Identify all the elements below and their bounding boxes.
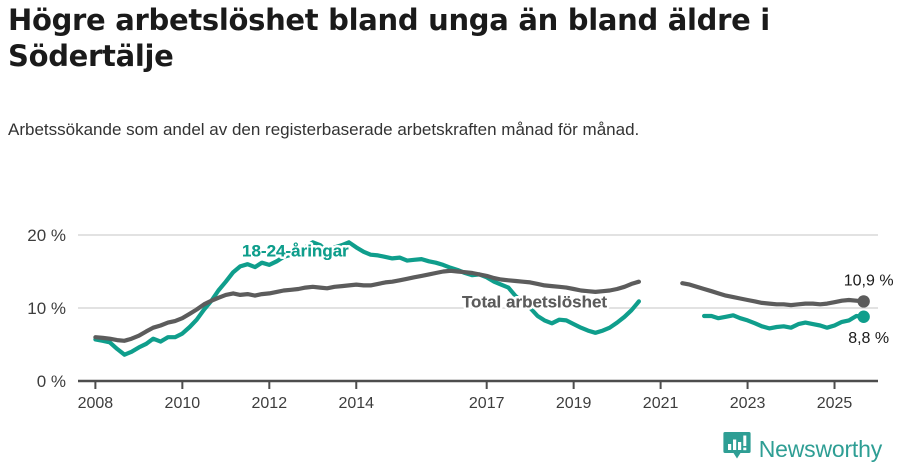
x-tick-label: 2014 <box>338 395 374 412</box>
y-tick-label: 10 % <box>27 299 66 318</box>
newsworthy-logo[interactable]: Newsworthy <box>723 431 882 468</box>
series-lines <box>93 240 866 357</box>
x-tick-label: 2008 <box>78 395 114 412</box>
y-tick-label: 20 % <box>27 226 66 245</box>
series-value-label: 10,9 % <box>844 272 894 289</box>
y-tick-label: 0 % <box>37 372 66 391</box>
series-endpoint-dot <box>857 310 870 323</box>
series-label: 18-24-åringar <box>242 241 349 260</box>
gridlines <box>78 234 878 309</box>
series-line <box>93 240 642 357</box>
page-subtitle: Arbetssökande som andel av den registerb… <box>8 120 640 139</box>
series-line <box>93 268 642 343</box>
x-tick-label: 2012 <box>252 395 288 412</box>
series-endpoint-dot <box>857 295 870 308</box>
x-tick-label: 2017 <box>469 395 505 412</box>
line-chart: 0 % 10 % 20 % 2008 2010 2012 2014 2017 2019 2021… <box>0 200 900 415</box>
series-label: Total arbetslöshet <box>462 292 607 311</box>
series-label: 18-24-åringar <box>242 241 349 260</box>
chart-canvas: 0 % 10 % 20 % 2008 2010 2012 2014 2017 2019 2021… <box>27 226 894 412</box>
x-axis-tick-labels: 2008 2010 2012 2014 2017 2019 2021 2023 2025 <box>78 395 853 412</box>
series-value-labels: 8,8 % 10,9 % <box>844 272 894 346</box>
x-tick-label: 2019 <box>556 395 592 412</box>
x-tick-label: 2021 <box>643 395 679 412</box>
series-line <box>680 281 866 308</box>
y-axis-tick-labels: 0 % 10 % 20 % <box>27 226 66 391</box>
bar-chart-bubble-icon <box>723 431 751 468</box>
series-value-label: 8,8 % <box>848 330 889 347</box>
x-axis <box>78 379 878 389</box>
logo-wordmark: Newsworthy <box>758 435 882 462</box>
x-tick-label: 2010 <box>165 395 201 412</box>
series-label: Total arbetslöshet <box>462 292 607 311</box>
x-tick-label: 2025 <box>817 395 853 412</box>
page-title: Högre arbetslöshet bland unga än bland ä… <box>8 3 770 73</box>
series-endpoints <box>857 295 870 323</box>
x-tick-label: 2023 <box>730 395 766 412</box>
series-line <box>701 313 866 331</box>
